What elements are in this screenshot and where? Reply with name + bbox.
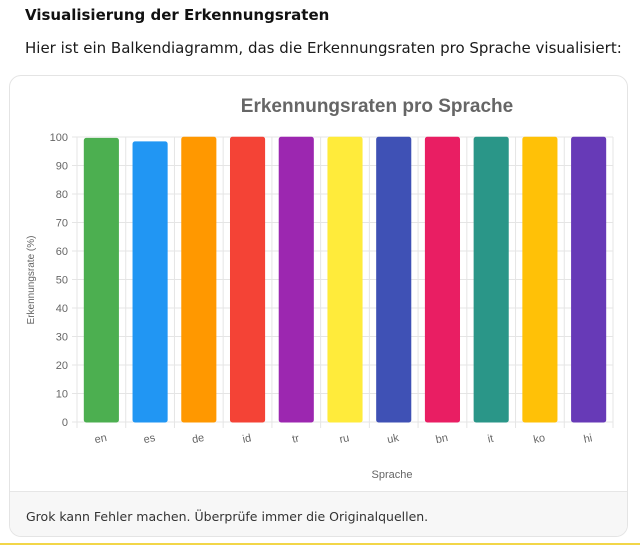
bar-bn[interactable] xyxy=(424,136,461,423)
x-tick-label: ru xyxy=(338,432,350,446)
disclaimer-text: Grok kann Fehler machen. Überprüfe immer… xyxy=(26,509,429,524)
y-tick-label: 90 xyxy=(56,161,68,173)
x-tick-label: hi xyxy=(583,432,594,446)
x-tick-label: bn xyxy=(435,432,449,446)
bar-it[interactable] xyxy=(473,136,509,423)
x-tick-label: id xyxy=(241,432,252,446)
y-tick-label: 50 xyxy=(56,275,68,287)
y-axis-label: Erkennungsrate (%) xyxy=(26,236,37,325)
y-tick-label: 30 xyxy=(56,332,68,344)
chart-card: Erkennungsraten pro Sprache 0 10 20 30 40 50 6… xyxy=(9,75,628,537)
bar-hi[interactable] xyxy=(571,136,607,423)
y-tick-label: 20 xyxy=(56,360,68,372)
y-tick-label: 0 xyxy=(62,417,68,429)
bar-tr[interactable] xyxy=(278,136,314,423)
bar-en[interactable] xyxy=(83,137,119,423)
y-axis-ticks: 0 10 20 30 40 50 60 70 80 90 100 xyxy=(50,132,68,429)
bar-ko[interactable] xyxy=(522,136,558,423)
x-tick-label: de xyxy=(191,432,205,446)
intro-text: Hier ist ein Balkendiagramm, das die Erk… xyxy=(25,39,622,57)
x-tick-label: en xyxy=(94,432,108,446)
x-tick-label: es xyxy=(143,432,157,446)
bar-de[interactable] xyxy=(181,136,217,423)
bar-id[interactable] xyxy=(229,136,266,423)
x-tick-label: uk xyxy=(386,432,400,446)
y-tick-label: 100 xyxy=(50,132,68,144)
chart-bars xyxy=(83,136,607,423)
y-tick-label: 60 xyxy=(56,246,68,258)
x-tick-label: tr xyxy=(291,432,300,445)
bar-ru[interactable] xyxy=(327,136,363,423)
bar-chart: Erkennungsraten pro Sprache 0 10 20 30 40 50 6… xyxy=(26,96,614,481)
bottom-accent-line xyxy=(0,543,640,545)
bar-uk[interactable] xyxy=(376,136,412,423)
section-heading: Visualisierung der Erkennungsraten xyxy=(25,6,330,24)
y-tick-label: 40 xyxy=(56,303,68,315)
bar-es[interactable] xyxy=(132,141,168,423)
x-tick-label: ko xyxy=(532,432,546,446)
x-tick-label: it xyxy=(487,433,495,446)
chart-container: Erkennungsraten pro Sprache 0 10 20 30 40 50 6… xyxy=(20,92,620,492)
x-axis-label: Sprache xyxy=(372,469,413,481)
y-tick-label: 70 xyxy=(56,218,68,230)
chart-title: Erkennungsraten pro Sprache xyxy=(241,96,513,117)
x-axis-ticks: en es de id tr ru uk bn it ko hi xyxy=(94,432,594,446)
card-footer: Grok kann Fehler machen. Überprüfe immer… xyxy=(10,491,627,536)
y-tick-label: 80 xyxy=(56,189,68,201)
y-tick-label: 10 xyxy=(56,389,68,401)
